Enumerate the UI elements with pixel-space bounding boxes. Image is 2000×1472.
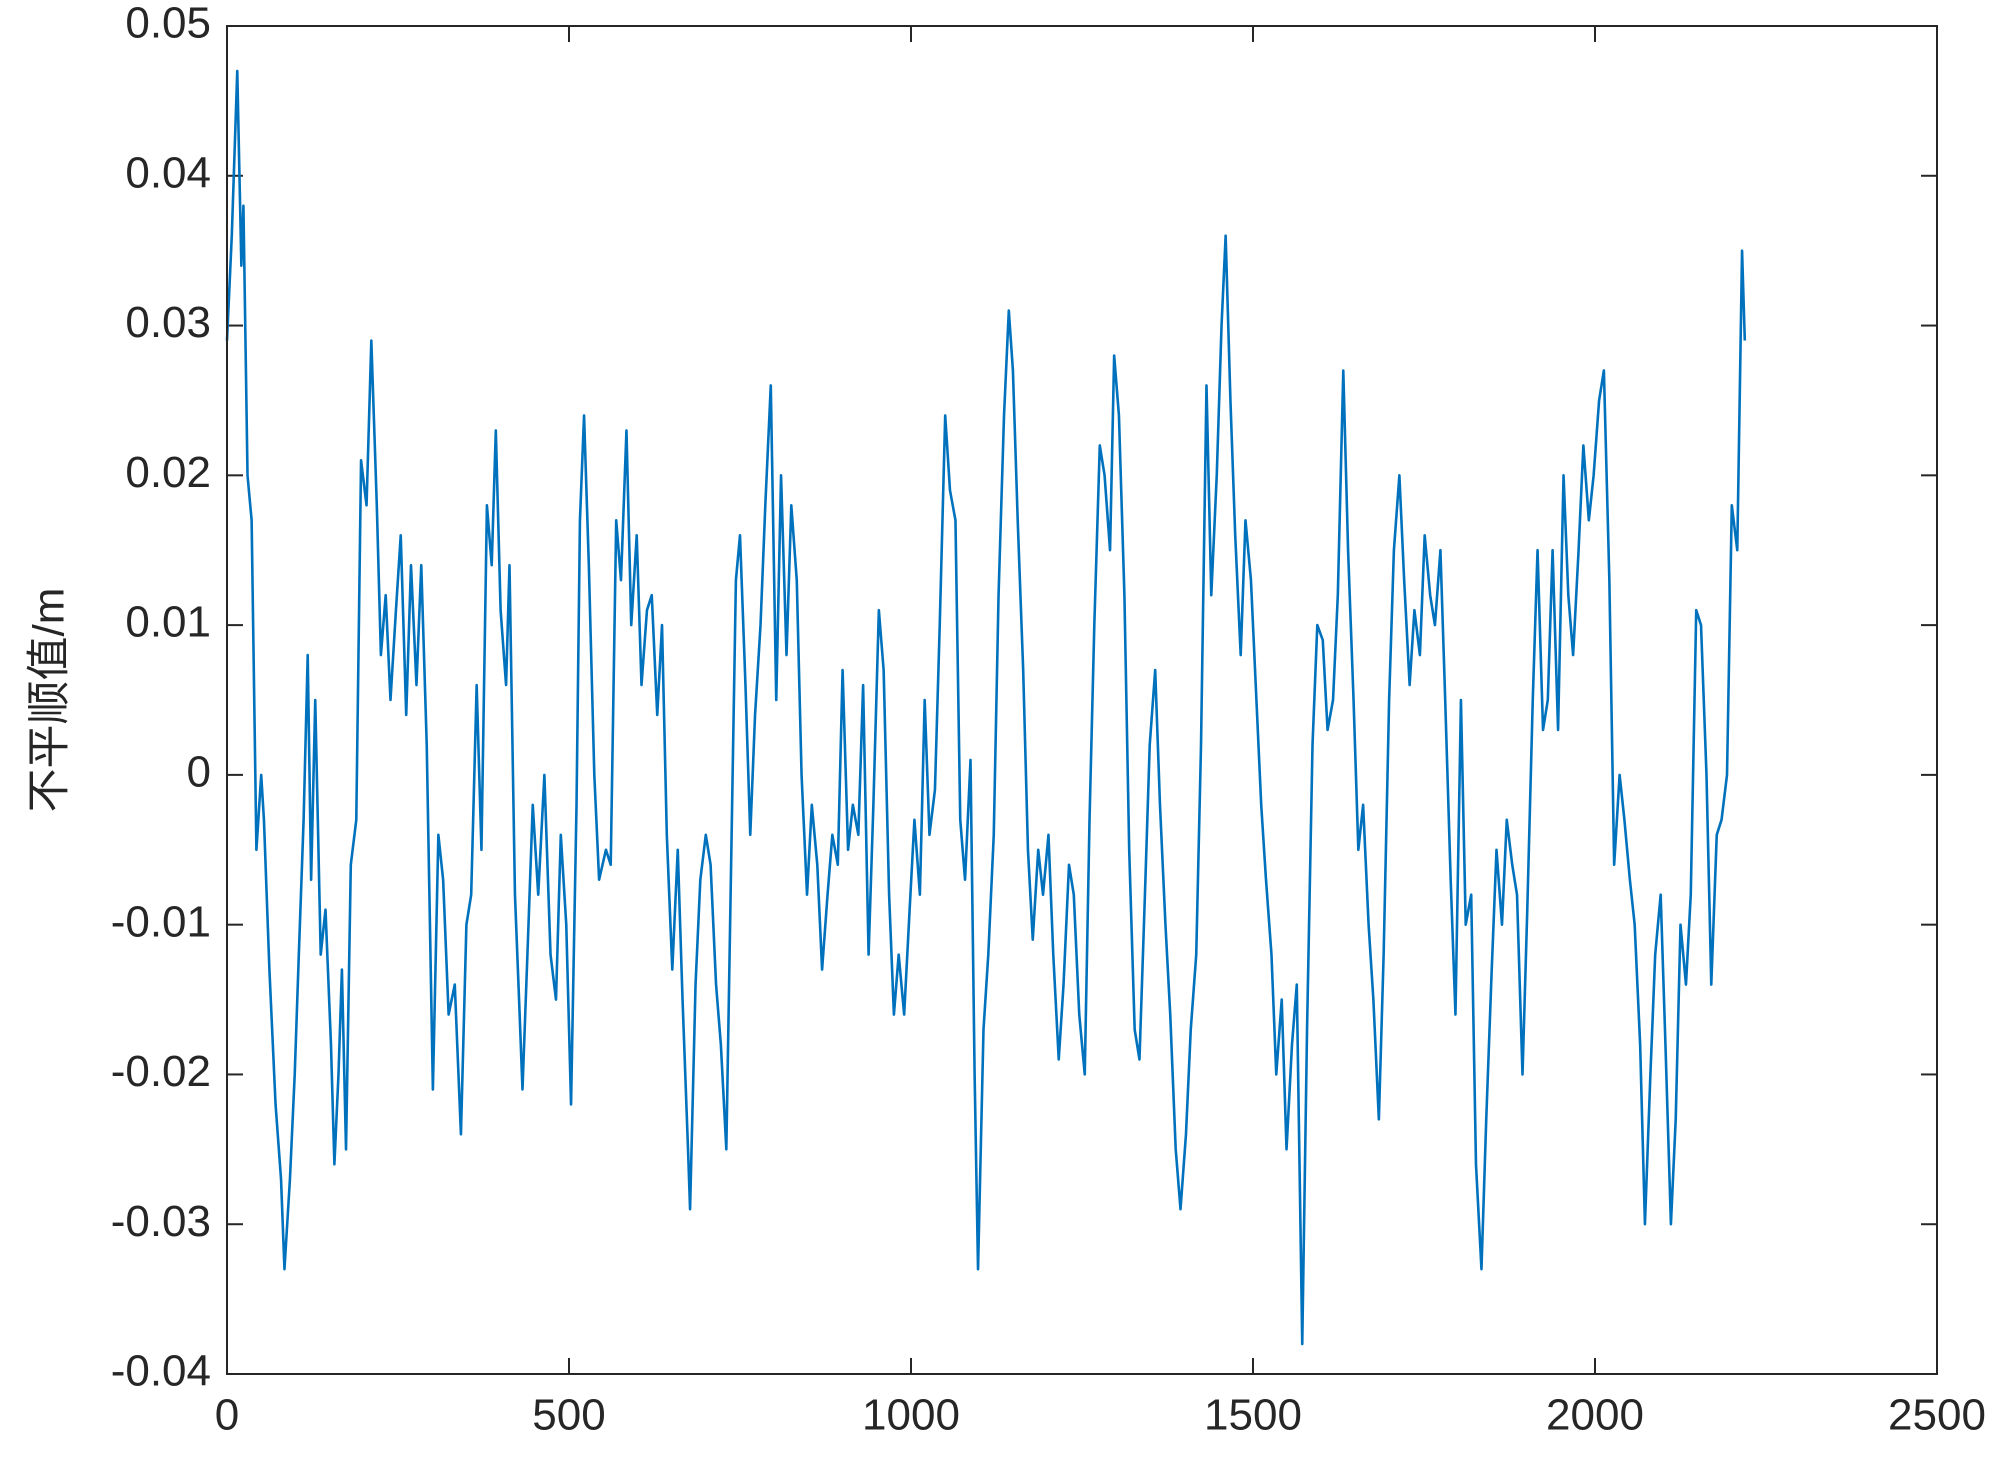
x-tick-label: 500 (532, 1391, 605, 1440)
x-tick-label: 2500 (1888, 1391, 1986, 1440)
x-tick-label: 0 (215, 1391, 239, 1440)
x-tick-label: 1500 (1204, 1391, 1302, 1440)
y-tick-label: -0.01 (111, 897, 211, 946)
data-line (225, 69, 1747, 1346)
y-tick-label: 0 (187, 748, 211, 797)
y-tick-label: 0.04 (125, 148, 211, 197)
y-tick-label: 0.01 (125, 598, 211, 647)
x-tick-label: 1000 (862, 1391, 960, 1440)
y-tick-label: 0.02 (125, 448, 211, 497)
y-tick-label: 0.05 (125, 0, 211, 48)
x-tick-label: 2000 (1546, 1391, 1644, 1440)
y-tick-label: -0.03 (111, 1197, 211, 1246)
y-tick-label: -0.02 (111, 1047, 211, 1096)
y-tick-label: -0.04 (111, 1347, 211, 1396)
y-tick-label: 0.03 (125, 298, 211, 347)
plot-frame (226, 25, 1938, 1375)
y-axis-label: 不平顺值/m (25, 588, 74, 813)
